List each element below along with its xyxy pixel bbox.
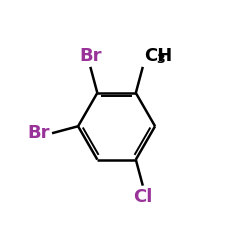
Text: Br: Br xyxy=(79,47,102,65)
Text: Br: Br xyxy=(28,124,50,142)
Text: 3: 3 xyxy=(156,53,164,66)
Text: Cl: Cl xyxy=(133,188,152,206)
Text: CH: CH xyxy=(144,47,172,65)
